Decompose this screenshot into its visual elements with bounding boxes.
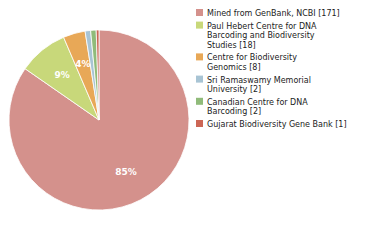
legend-entry-line: Barcoding and Biodiversity xyxy=(207,31,315,40)
legend-swatch xyxy=(196,120,203,127)
pie-slice xyxy=(96,30,99,120)
legend-entry-line: Paul Hebert Centre for DNA xyxy=(207,22,317,31)
legend-swatch xyxy=(196,53,203,60)
legend-entry-line: Barcoding [2] xyxy=(207,107,261,116)
pie-slice xyxy=(85,30,99,120)
chart-svg: 85% 9% 4% Mined from GenBank, NCBI [171] Pau… xyxy=(0,0,380,240)
data-labels: 85% 9% 4% xyxy=(54,59,137,177)
pie-slice xyxy=(9,30,189,210)
legend-entry: Gujarat Biodiversity Gene Bank [1] xyxy=(207,120,347,129)
legend-swatch xyxy=(196,98,203,105)
legend-entry: Mined from GenBank, NCBI [171] xyxy=(207,9,340,18)
legend-entry-line: Canadian Centre for DNA xyxy=(207,98,308,107)
legend-entry-line: Centre for Biodiversity xyxy=(207,53,297,62)
legend-entry-line: Studies [18] xyxy=(207,41,256,50)
legend-entry-line: Gujarat Biodiversity Gene Bank [1] xyxy=(207,120,347,129)
legend-entry: Sri Ramaswamy MemorialUniversity [2] xyxy=(207,76,311,95)
legend-swatch xyxy=(196,76,203,83)
legend-entry: Canadian Centre for DNABarcoding [2] xyxy=(207,98,308,117)
legend-swatch xyxy=(196,22,203,29)
data-label: 85% xyxy=(115,167,137,177)
chart-container: 85% 9% 4% Mined from GenBank, NCBI [171] Pau… xyxy=(0,0,380,240)
legend: Mined from GenBank, NCBI [171] Paul Heber… xyxy=(196,9,347,129)
pie xyxy=(9,30,189,210)
pie-slice xyxy=(91,30,99,120)
data-label: 4% xyxy=(75,59,90,69)
data-label: 9% xyxy=(54,70,69,80)
legend-entry-line: Genomics [8] xyxy=(207,63,261,72)
legend-entry-line: University [2] xyxy=(207,85,261,94)
legend-swatch xyxy=(196,9,203,16)
legend-entry-line: Mined from GenBank, NCBI [171] xyxy=(207,9,340,18)
legend-entry-line: Sri Ramaswamy Memorial xyxy=(207,76,311,85)
legend-entry: Centre for BiodiversityGenomics [8] xyxy=(207,53,297,72)
legend-entry: Paul Hebert Centre for DNABarcoding and … xyxy=(207,22,317,50)
